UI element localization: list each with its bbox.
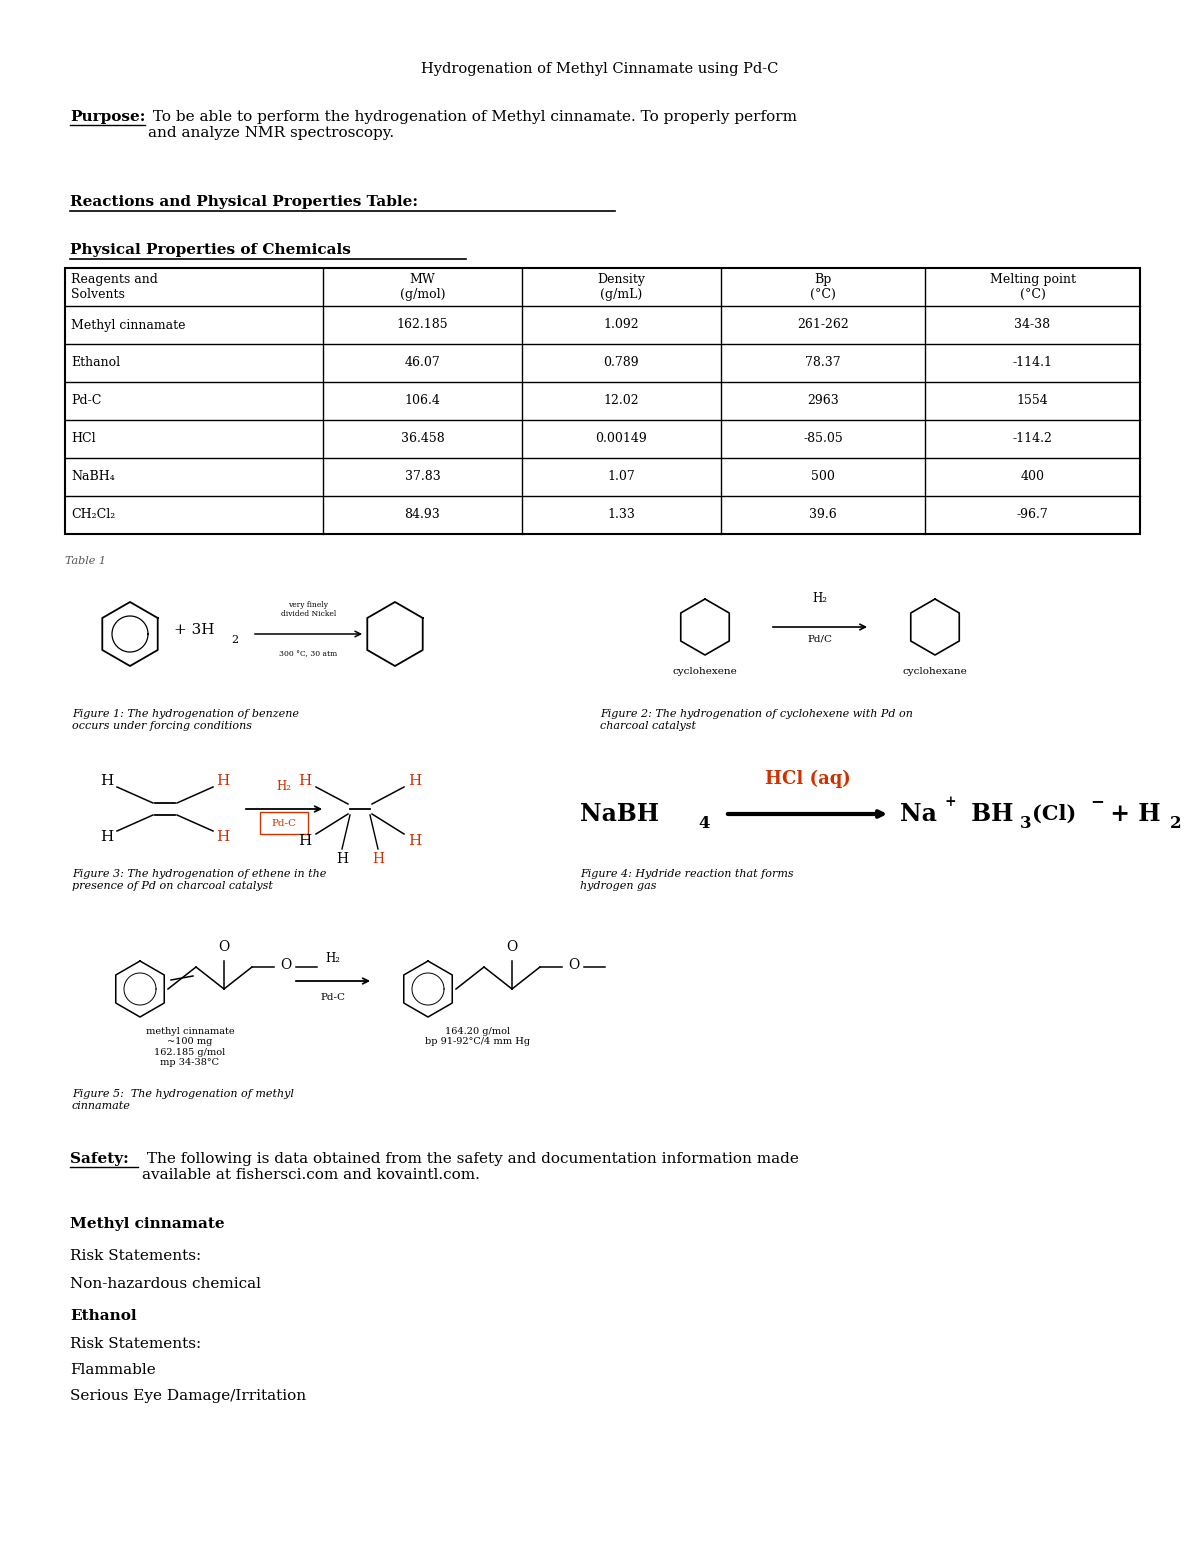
Text: 2: 2 xyxy=(1170,815,1182,832)
Text: Safety:: Safety: xyxy=(70,1152,128,1166)
Text: H: H xyxy=(299,773,312,787)
Text: Figure 2: The hydrogenation of cyclohexene with Pd on
charcoal catalyst: Figure 2: The hydrogenation of cyclohexe… xyxy=(600,710,913,730)
Text: -114.1: -114.1 xyxy=(1013,357,1052,370)
Text: Hydrogenation of Methyl Cinnamate using Pd-C: Hydrogenation of Methyl Cinnamate using … xyxy=(421,62,779,76)
Text: O: O xyxy=(568,958,580,972)
Text: Pd-C: Pd-C xyxy=(320,992,346,1002)
Text: 162.185: 162.185 xyxy=(397,318,449,331)
Text: Bp
(°C): Bp (°C) xyxy=(810,273,836,301)
Text: Reagents and
Solvents: Reagents and Solvents xyxy=(71,273,158,301)
Text: H₂: H₂ xyxy=(276,780,292,794)
Text: Ethanol: Ethanol xyxy=(70,1309,137,1323)
Text: 1.07: 1.07 xyxy=(607,471,635,483)
Text: Risk Statements:: Risk Statements: xyxy=(70,1337,202,1351)
Text: H: H xyxy=(101,773,114,787)
Text: Serious Eye Damage/Irritation: Serious Eye Damage/Irritation xyxy=(70,1388,306,1402)
Text: 39.6: 39.6 xyxy=(809,508,836,522)
Text: cyclohexene: cyclohexene xyxy=(673,666,737,676)
Text: Physical Properties of Chemicals: Physical Properties of Chemicals xyxy=(70,242,350,256)
Text: To be able to perform the hydrogenation of Methyl cinnamate. To properly perform: To be able to perform the hydrogenation … xyxy=(148,110,797,140)
Text: Figure 3: The hydrogenation of ethene in the
presence of Pd on charcoal catalyst: Figure 3: The hydrogenation of ethene in… xyxy=(72,870,326,890)
Text: 500: 500 xyxy=(811,471,835,483)
Text: 1554: 1554 xyxy=(1016,394,1049,407)
Text: 1.33: 1.33 xyxy=(607,508,635,522)
Text: -114.2: -114.2 xyxy=(1013,432,1052,446)
Text: Melting point
(°C): Melting point (°C) xyxy=(990,273,1075,301)
Text: 0.789: 0.789 xyxy=(604,357,640,370)
Text: Na: Na xyxy=(900,801,937,826)
Text: Figure 1: The hydrogenation of benzene
occurs under forcing conditions: Figure 1: The hydrogenation of benzene o… xyxy=(72,710,299,730)
Text: Table 1: Table 1 xyxy=(65,556,106,565)
Text: Flammable: Flammable xyxy=(70,1364,156,1378)
Text: 4: 4 xyxy=(698,815,709,832)
Text: 0.00149: 0.00149 xyxy=(595,432,647,446)
Text: MW
(g/mol): MW (g/mol) xyxy=(400,273,445,301)
Text: 78.37: 78.37 xyxy=(805,357,841,370)
Text: 2: 2 xyxy=(230,635,238,644)
Text: H: H xyxy=(216,829,229,843)
Text: H: H xyxy=(408,773,421,787)
Text: -96.7: -96.7 xyxy=(1016,508,1049,522)
Text: H: H xyxy=(101,829,114,843)
Text: −: − xyxy=(1090,794,1104,811)
Text: O: O xyxy=(280,958,292,972)
Text: BH: BH xyxy=(964,801,1014,826)
Text: Risk Statements:: Risk Statements: xyxy=(70,1249,202,1263)
Text: + 3H: + 3H xyxy=(174,623,215,637)
Text: Figure 4: Hydride reaction that forms
hydrogen gas: Figure 4: Hydride reaction that forms hy… xyxy=(580,870,793,890)
Text: 12.02: 12.02 xyxy=(604,394,640,407)
Text: 3: 3 xyxy=(1020,815,1032,832)
Text: Pd-C: Pd-C xyxy=(271,818,296,828)
Text: Pd/C: Pd/C xyxy=(808,635,833,644)
Text: 106.4: 106.4 xyxy=(404,394,440,407)
Bar xyxy=(65,269,1140,534)
Text: Methyl cinnamate: Methyl cinnamate xyxy=(70,1218,224,1232)
Text: H: H xyxy=(336,853,348,867)
Text: 84.93: 84.93 xyxy=(404,508,440,522)
Text: HCl: HCl xyxy=(71,432,96,446)
Text: 1.092: 1.092 xyxy=(604,318,640,331)
Text: Reactions and Physical Properties Table:: Reactions and Physical Properties Table: xyxy=(70,196,418,210)
Text: 400: 400 xyxy=(1020,471,1044,483)
Text: -85.05: -85.05 xyxy=(803,432,842,446)
Text: 34-38: 34-38 xyxy=(1014,318,1050,331)
FancyBboxPatch shape xyxy=(260,812,308,834)
Text: Purpose:: Purpose: xyxy=(70,110,145,124)
Text: H: H xyxy=(408,834,421,848)
Text: Figure 5:  The hydrogenation of methyl
cinnamate: Figure 5: The hydrogenation of methyl ci… xyxy=(72,1089,294,1110)
Text: H: H xyxy=(299,834,312,848)
Text: NaBH₄: NaBH₄ xyxy=(71,471,115,483)
Text: 164.20 g/mol
bp 91-92°C/4 mm Hg: 164.20 g/mol bp 91-92°C/4 mm Hg xyxy=(426,1027,530,1047)
Text: Pd-C: Pd-C xyxy=(71,394,101,407)
Text: 261-262: 261-262 xyxy=(797,318,848,331)
Text: 300 °C, 30 atm: 300 °C, 30 atm xyxy=(280,651,337,658)
Text: Ethanol: Ethanol xyxy=(71,357,120,370)
Text: H: H xyxy=(372,853,384,867)
Text: O: O xyxy=(506,940,517,954)
Text: (Cl): (Cl) xyxy=(1032,804,1076,825)
Text: The following is data obtained from the safety and documentation information mad: The following is data obtained from the … xyxy=(142,1152,799,1182)
Text: +: + xyxy=(946,795,956,809)
Text: 36.458: 36.458 xyxy=(401,432,444,446)
Text: CH₂Cl₂: CH₂Cl₂ xyxy=(71,508,115,522)
Text: HCl (aq): HCl (aq) xyxy=(764,770,851,787)
Text: H: H xyxy=(216,773,229,787)
Text: Density
(g/mL): Density (g/mL) xyxy=(598,273,646,301)
Text: very finely
divided Nickel: very finely divided Nickel xyxy=(281,601,336,618)
Text: 46.07: 46.07 xyxy=(404,357,440,370)
Text: NaBH: NaBH xyxy=(580,801,659,826)
Text: H₂: H₂ xyxy=(812,592,828,606)
Text: Non-hazardous chemical: Non-hazardous chemical xyxy=(70,1277,262,1291)
Text: O: O xyxy=(218,940,229,954)
Text: Methyl cinnamate: Methyl cinnamate xyxy=(71,318,186,331)
Text: methyl cinnamate
~100 mg
162.185 g/mol
mp 34-38°C: methyl cinnamate ~100 mg 162.185 g/mol m… xyxy=(145,1027,234,1067)
Text: + H: + H xyxy=(1102,801,1160,826)
Text: H₂: H₂ xyxy=(325,952,341,964)
Text: cyclohexane: cyclohexane xyxy=(902,666,967,676)
Text: 37.83: 37.83 xyxy=(404,471,440,483)
Text: 2963: 2963 xyxy=(808,394,839,407)
